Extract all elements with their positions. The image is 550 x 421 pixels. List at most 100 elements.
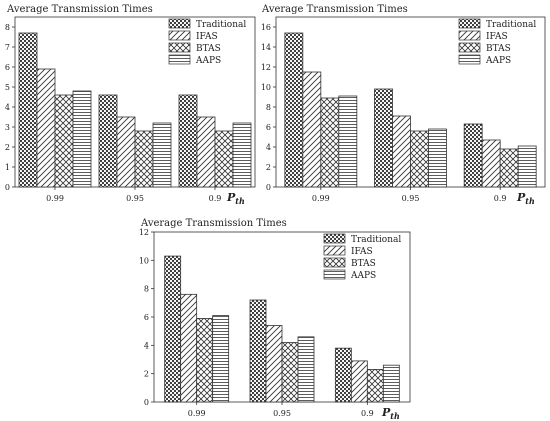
x-tick-label: 0.9	[209, 194, 222, 203]
bar-aaps-0.9	[232, 122, 252, 188]
y-tick-label: 0	[266, 183, 271, 192]
bar-ifas-0.95	[265, 325, 283, 403]
legend-label: BTAS	[486, 44, 511, 54]
bar-btas-0.99	[196, 318, 214, 403]
legend-swatch	[323, 233, 346, 244]
bar-ifas-0.95	[392, 115, 411, 188]
bar-aaps-0.99	[72, 90, 92, 188]
x-tick-label: 0.99	[46, 194, 64, 203]
legend-swatch	[458, 18, 481, 29]
chart-top-left: Average Transmission Times 0 1 2 3 4 5 6 7 8 0.99 0…	[5, 4, 256, 206]
x-tick-label: 0.95	[273, 409, 291, 418]
bar-traditional-0.99	[284, 32, 304, 188]
y-tick-label: 8	[5, 23, 10, 32]
bar-btas-0.95	[134, 130, 154, 188]
legend-label: AAPS	[485, 56, 511, 66]
legend-label: IFAS	[196, 32, 218, 42]
bar-aaps-0.95	[428, 128, 447, 188]
bar-traditional-0.95	[374, 88, 393, 188]
y-tick-label: 8	[266, 103, 271, 112]
bar-btas-0.95	[410, 130, 429, 188]
legend-swatch	[458, 30, 481, 41]
bar-aaps-0.99	[212, 315, 230, 403]
legend-label: Traditional	[196, 20, 246, 30]
chart-title: Average Transmission Times	[261, 4, 408, 15]
bar-ifas-0.99	[180, 293, 198, 403]
y-tick-label: 2	[5, 143, 10, 152]
y-tick-label: 4	[266, 143, 271, 152]
x-tick-label: 0.9	[494, 194, 507, 203]
y-tick-label: 3	[5, 123, 10, 132]
y-tick-label: 10	[261, 83, 271, 92]
legend-swatch	[168, 42, 191, 53]
chart-title: Average Transmission Times	[6, 4, 153, 15]
x-corner-label: Pth	[516, 191, 535, 206]
y-tick-label: 16	[261, 23, 271, 32]
bar-ifas-0.99	[36, 68, 56, 188]
bar-ifas-0.99	[302, 71, 322, 188]
x-tick-label: 0.99	[312, 194, 330, 203]
x-tick-label: 0.95	[126, 194, 144, 203]
y-tick-label: 8	[144, 285, 149, 294]
y-tick-label: 0	[144, 398, 149, 407]
y-tick-label: 4	[5, 103, 10, 112]
chart-top-right: Average Transmission Times 0 2 4 6 8 10 12 14 16 0…	[261, 4, 546, 206]
bar-btas-0.99	[320, 97, 340, 188]
bar-traditional-0.9	[463, 123, 483, 188]
bar-btas-0.9	[366, 369, 384, 403]
legend-label: AAPS	[350, 271, 376, 281]
legend-label: BTAS	[351, 259, 376, 269]
legend-label: IFAS	[351, 247, 373, 257]
legend-swatch	[323, 257, 346, 268]
y-tick-label: 12	[261, 63, 271, 72]
bar-aaps-0.95	[152, 122, 172, 188]
bar-ifas-0.9	[350, 360, 368, 403]
legend-label: AAPS	[195, 56, 221, 66]
bar-btas-0.95	[281, 342, 299, 403]
x-corner-label: Pth	[381, 406, 400, 421]
legend-label: BTAS	[196, 44, 221, 54]
x-tick-label: 0.99	[188, 409, 206, 418]
bar-ifas-0.9	[196, 116, 216, 188]
bar-traditional-0.95	[98, 94, 118, 188]
y-tick-label: 4	[144, 341, 149, 350]
bar-aaps-0.95	[297, 336, 315, 403]
y-tick-label: 5	[5, 83, 10, 92]
y-tick-label: 2	[266, 163, 271, 172]
bar-traditional-0.9	[334, 347, 352, 403]
legend-swatch	[168, 54, 191, 65]
legend-swatch	[458, 42, 481, 53]
bar-aaps-0.9	[382, 364, 400, 403]
chart-bottom: Average Transmission Times 0 2 4 6 8 10 12 0.99 0…	[139, 218, 411, 421]
bar-btas-0.99	[54, 94, 74, 188]
y-tick-label: 6	[144, 313, 149, 322]
legend-label: IFAS	[486, 32, 508, 42]
x-corner-label: Pth	[226, 191, 245, 206]
y-tick-label: 12	[139, 228, 149, 237]
y-tick-label: 2	[144, 370, 149, 379]
legend-swatch	[168, 30, 191, 41]
x-tick-label: 0.95	[402, 194, 420, 203]
legend-label: Traditional	[351, 235, 401, 245]
legend-swatch	[323, 245, 346, 256]
bar-btas-0.9	[499, 148, 519, 188]
y-tick-label: 10	[139, 256, 149, 265]
y-tick-label: 14	[261, 43, 271, 52]
legend-swatch	[168, 18, 191, 29]
legend-label: Traditional	[486, 20, 536, 30]
bar-traditional-0.99	[18, 32, 38, 188]
y-tick-label: 1	[5, 163, 10, 172]
x-tick-label: 0.9	[361, 409, 374, 418]
y-tick-label: 6	[266, 123, 271, 132]
y-tick-label: 6	[5, 63, 10, 72]
bar-traditional-0.9	[178, 94, 198, 188]
bar-btas-0.9	[214, 130, 234, 188]
chart-title: Average Transmission Times	[140, 218, 287, 229]
bar-traditional-0.95	[249, 299, 267, 403]
y-tick-label: 0	[5, 183, 10, 192]
bar-ifas-0.9	[481, 139, 501, 188]
bar-ifas-0.95	[116, 116, 136, 188]
bar-traditional-0.99	[164, 255, 182, 403]
legend-swatch	[323, 269, 346, 280]
